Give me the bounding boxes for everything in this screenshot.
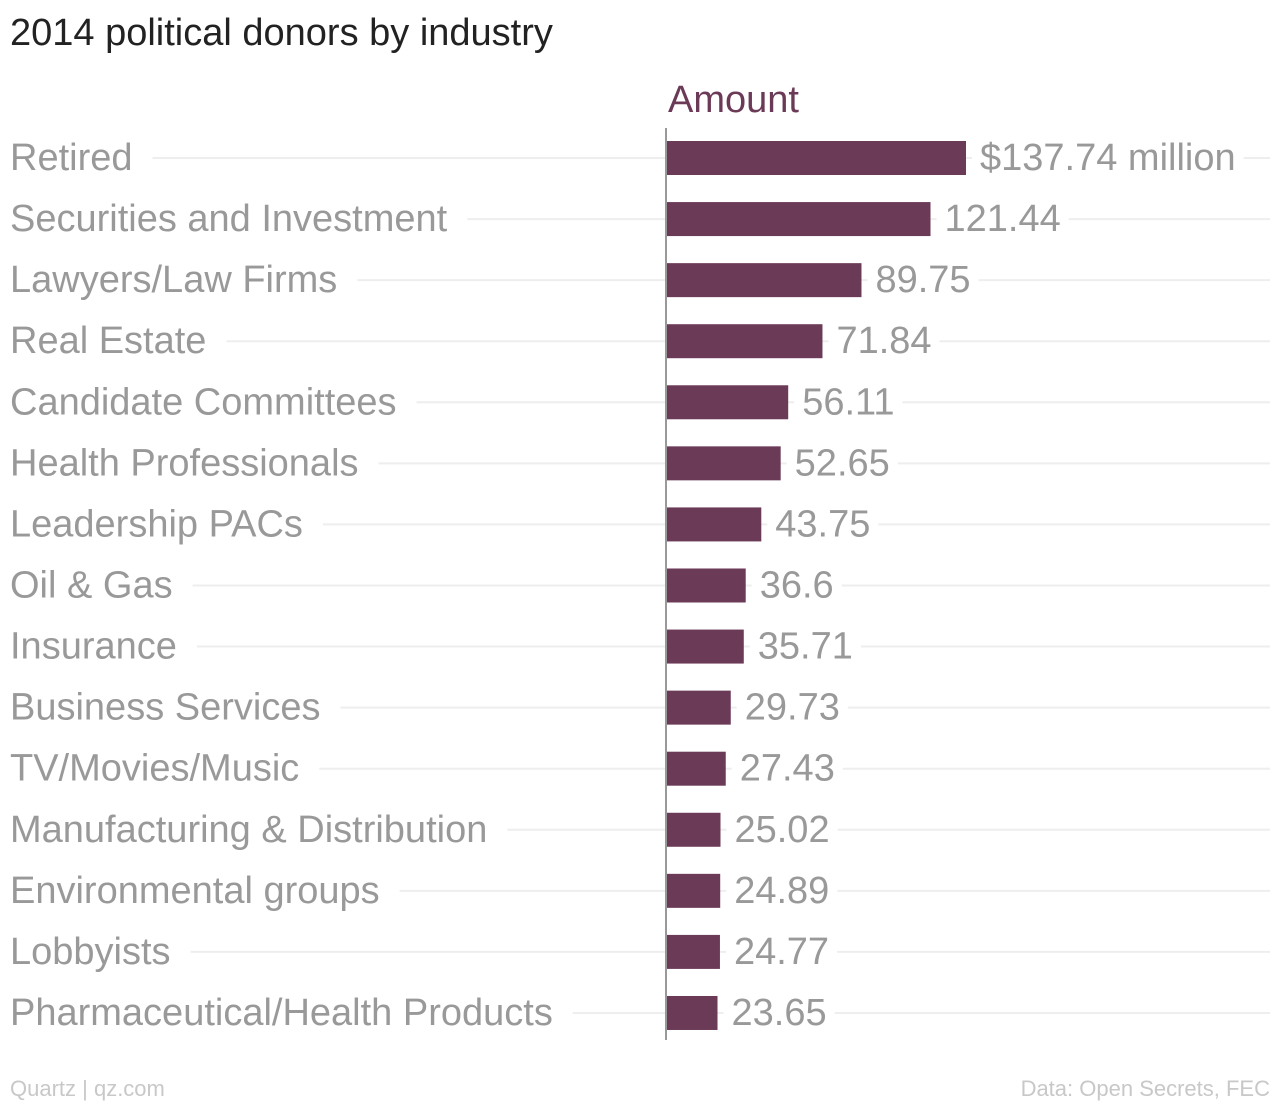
- value-label: 71.84: [836, 320, 931, 362]
- value-label: 89.75: [875, 259, 970, 301]
- data-source: Data: Open Secrets, FEC: [1020, 1076, 1270, 1101]
- value-label-backdrop: [936, 215, 1069, 224]
- value-label-backdrop: [736, 703, 848, 712]
- value-label: 56.11: [802, 381, 894, 423]
- bar: [666, 690, 731, 725]
- category-label: Real Estate: [10, 320, 206, 362]
- category-label: Business Services: [10, 687, 320, 729]
- bar: [666, 385, 789, 420]
- value-label: 24.89: [734, 870, 829, 912]
- value-label-backdrop: [751, 581, 842, 590]
- bar: [666, 507, 762, 542]
- category-label: Candidate Committees: [10, 381, 397, 423]
- bar: [666, 324, 823, 359]
- category-label: Retired: [10, 137, 133, 179]
- bar: [666, 141, 966, 175]
- category-label: TV/Movies/Music: [10, 748, 299, 790]
- value-label: 43.75: [775, 503, 870, 545]
- category-label: Securities and Investment: [10, 198, 448, 240]
- value-label: 23.65: [732, 992, 827, 1034]
- value-label: 35.71: [758, 626, 853, 668]
- value-label: 24.77: [734, 931, 829, 973]
- value-label-backdrop: [786, 459, 898, 468]
- bar: [666, 202, 931, 237]
- value-label: 52.65: [795, 442, 890, 484]
- source-credit: Quartz | qz.com: [10, 1076, 165, 1101]
- value-label-backdrop: [828, 337, 940, 346]
- bar: [666, 873, 721, 908]
- value-label: 121.44: [944, 198, 1060, 240]
- bar: [666, 568, 746, 603]
- bar: [666, 446, 781, 481]
- value-label-backdrop: [749, 642, 861, 651]
- value-label-backdrop: [726, 825, 838, 834]
- bar: [666, 934, 720, 969]
- value-label-backdrop: [794, 398, 903, 407]
- category-label: Environmental groups: [10, 870, 380, 912]
- value-label: 36.6: [760, 564, 834, 606]
- chart-title: 2014 political donors by industry: [10, 12, 553, 54]
- category-label: Oil & Gas: [10, 564, 173, 606]
- bars: [666, 141, 966, 1030]
- category-label: Lawyers/Law Firms: [10, 259, 337, 301]
- category-label: Leadership PACs: [10, 503, 303, 545]
- bar: [666, 995, 718, 1030]
- value-label-backdrop: [867, 276, 979, 285]
- series-label: Amount: [668, 79, 799, 121]
- value-label-backdrop: [972, 154, 1244, 162]
- value-label-backdrop: [726, 886, 838, 895]
- category-label: Lobbyists: [10, 931, 171, 973]
- category-label: Insurance: [10, 626, 177, 668]
- category-label: Pharmaceutical/Health Products: [10, 992, 553, 1034]
- bar: [666, 751, 726, 786]
- bar: [666, 263, 862, 298]
- value-label: $137.74 million: [980, 137, 1236, 179]
- bar: [666, 629, 744, 664]
- category-label: Manufacturing & Distribution: [10, 809, 487, 851]
- value-label-backdrop: [725, 947, 838, 956]
- value-label: 29.73: [745, 687, 840, 729]
- category-label: Health Professionals: [10, 442, 359, 484]
- value-label: 27.43: [740, 748, 835, 790]
- value-label-backdrop: [723, 1008, 835, 1017]
- bar: [666, 812, 721, 847]
- value-label-backdrop: [731, 764, 843, 773]
- value-labels: $137.74 million 121.44 89.75 71.84 56.11 52.6…: [723, 137, 1244, 1034]
- value-label-backdrop: [767, 520, 879, 529]
- category-labels: Retired Securities and Investment Lawyers/…: [10, 137, 553, 1034]
- value-label: 25.02: [734, 809, 829, 851]
